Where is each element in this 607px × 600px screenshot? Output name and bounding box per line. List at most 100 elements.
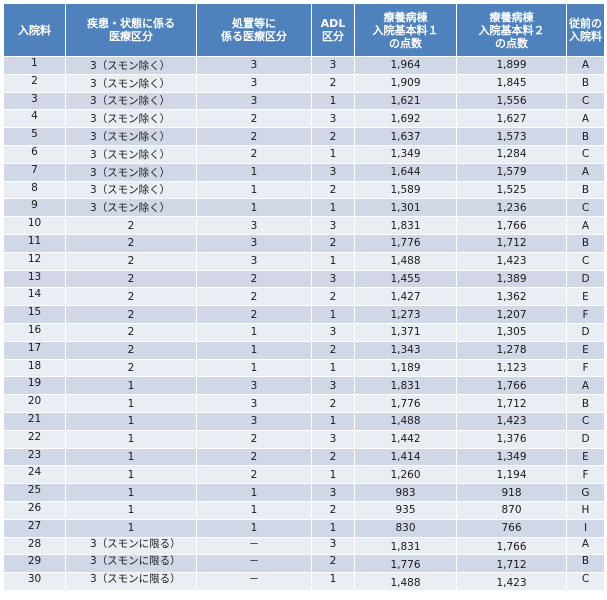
table-body: 1 3（スモン除く） 3 3 1,964 1,899 A 2 3（スモン除く） 3 2 1,909 1,… <box>4 57 604 590</box>
cell-fee2-points: 766 <box>457 519 566 537</box>
table-row: 11 2 3 2 1,776 1,712 B <box>4 234 604 252</box>
cell-adl-category: 2 <box>312 395 354 412</box>
cell-admission-fee-no: 12 <box>4 252 65 270</box>
cell-procedure-category: 2 <box>197 270 311 288</box>
cell-fee2-points: 1,712 <box>457 395 566 412</box>
cell-disease-category: 2 <box>66 234 196 252</box>
cell-disease-category: 1 <box>66 448 196 466</box>
cell-fee2-points: 1,423 <box>457 252 566 270</box>
cell-fee2-points: 1,766 <box>457 217 566 234</box>
cell-admission-fee-no: 1 <box>4 57 65 74</box>
table-row: 28 3（スモンに限る）－ 3 1,831 1,766 A <box>4 537 604 555</box>
cell-previous-fee: G <box>567 484 604 501</box>
header-label: 処置等に 係る医療区分 <box>221 17 287 43</box>
header-label: 疾患・状態に係る 医療区分 <box>87 17 175 43</box>
cell-procedure-category: 1 <box>197 359 311 377</box>
cell-fee2-points: 918 <box>457 484 566 501</box>
cell-adl-category: 3 <box>312 484 354 501</box>
cell-disease-category: 2 <box>66 359 196 377</box>
cell-disease-category: 1 <box>66 501 196 519</box>
cell-disease-category: 3（スモン除く） <box>66 163 196 181</box>
cell-adl-category: 3 <box>312 217 354 234</box>
fee-table: 入院料 疾患・状態に係る 医療区分 処置等に 係る医療区分 ADL 区分 療養病棟 入院… <box>3 3 605 591</box>
cell-previous-fee: A <box>567 110 604 128</box>
cell-adl-category: 1 <box>312 306 354 323</box>
cell-disease-category: 3（スモン除く） <box>66 110 196 128</box>
cell-fee2-points: 1,556 <box>457 92 566 110</box>
cell-procedure-category: 1 <box>197 484 311 501</box>
cell-procedure-category: 2 <box>197 110 311 128</box>
cell-admission-fee-no: 10 <box>4 217 65 234</box>
cell-previous-fee: D <box>567 270 604 288</box>
cell-fee2-points: 1,376 <box>457 430 566 448</box>
cell-adl-category: 1 <box>312 252 354 270</box>
cell-fee2-points: 1,712 <box>457 234 566 252</box>
cell-disease-category: 2 <box>66 341 196 359</box>
table-row: 20 1 3 2 1,776 1,712 B <box>4 395 604 412</box>
cell-procedure-category: 2 <box>197 430 311 448</box>
cell-previous-fee: E <box>567 288 604 306</box>
cell-procedure-category: 2 <box>197 288 311 306</box>
cell-fee2-points: 1,349 <box>457 448 566 466</box>
table-row: 30 3（スモンに限る）－ 1 1,488 1,423 C <box>4 573 604 590</box>
cell-disease-category: 3（スモン除く） <box>66 57 196 74</box>
cell-procedure-category: 3 <box>197 412 311 430</box>
cell-disease-category: 1 <box>66 466 196 484</box>
header-fee2-points: 療養病棟 入院基本料２ の点数 <box>457 4 566 56</box>
cell-previous-fee: E <box>567 448 604 466</box>
cell-procedure-category: 3 <box>197 395 311 412</box>
cell-adl-category: 3 <box>312 270 354 288</box>
cell-fee2-points: 1,627 <box>457 110 566 128</box>
cell-admission-fee-no: 30 <box>4 573 65 590</box>
cell-fee1-points: 1,301 <box>355 199 456 217</box>
cell-fee2-points: 1,207 <box>457 306 566 323</box>
cell-disease-category: 1 <box>66 412 196 430</box>
cell-previous-fee: A <box>567 377 604 395</box>
cell-disease-category: 3（スモン除く） <box>66 181 196 199</box>
table-row: 10 2 3 3 1,831 1,766 A <box>4 217 604 234</box>
cell-procedure-category: 1 <box>197 199 311 217</box>
header-label: 入院料 <box>18 23 51 37</box>
cell-fee2-points: 1,845 <box>457 74 566 92</box>
cell-admission-fee-no: 22 <box>4 430 65 448</box>
cell-fee1-points: 1,455 <box>355 270 456 288</box>
cell-previous-fee: C <box>567 573 604 590</box>
cell-adl-category: 3 <box>312 57 354 74</box>
cell-adl-category: 2 <box>312 555 354 573</box>
cell-previous-fee: C <box>567 252 604 270</box>
cell-fee1-points: 830 <box>355 519 456 537</box>
cell-disease-category: 1 <box>66 395 196 412</box>
table-row: 12 2 3 1 1,488 1,423 C <box>4 252 604 270</box>
header-adl-category: ADL 区分 <box>312 4 354 56</box>
cell-adl-category: 3 <box>312 323 354 341</box>
cell-procedure-category: 1 <box>197 323 311 341</box>
cell-fee2-points: 1,766 <box>457 377 566 395</box>
cell-admission-fee-no: 20 <box>4 395 65 412</box>
cell-procedure-category: 3 <box>197 377 311 395</box>
cell-fee2-points: 1,362 <box>457 288 566 306</box>
cell-adl-category: 2 <box>312 74 354 92</box>
table-row: 26 1 1 2 935 870 H <box>4 501 604 519</box>
cell-fee1-points: 1,831 <box>355 377 456 395</box>
cell-fee1-points: 1,964 <box>355 57 456 74</box>
cell-disease-category: 2 <box>66 270 196 288</box>
cell-fee1-points: 1,488 <box>355 412 456 430</box>
cell-adl-category: 1 <box>312 92 354 110</box>
cell-fee1-points: 1,371 <box>355 323 456 341</box>
header-label: ADL 区分 <box>320 17 346 43</box>
cell-admission-fee-no: 21 <box>4 412 65 430</box>
cell-procedure-category: 1 <box>197 501 311 519</box>
cell-previous-fee: F <box>567 359 604 377</box>
cell-fee1-points: 1,427 <box>355 288 456 306</box>
table-row: 21 1 3 1 1,488 1,423 C <box>4 412 604 430</box>
cell-procedure-category: 1 <box>197 163 311 181</box>
table-row: 24 1 2 1 1,260 1,194 F <box>4 466 604 484</box>
cell-previous-fee: A <box>567 217 604 234</box>
header-admission-fee: 入院料 <box>4 4 65 56</box>
cell-procedure-category: 3 <box>197 252 311 270</box>
cell-previous-fee: B <box>567 234 604 252</box>
cell-previous-fee: F <box>567 466 604 484</box>
table-row: 7 3（スモン除く） 1 3 1,644 1,579 A <box>4 163 604 181</box>
cell-procedure-category: 2 <box>197 306 311 323</box>
cell-fee1-points: 1,273 <box>355 306 456 323</box>
